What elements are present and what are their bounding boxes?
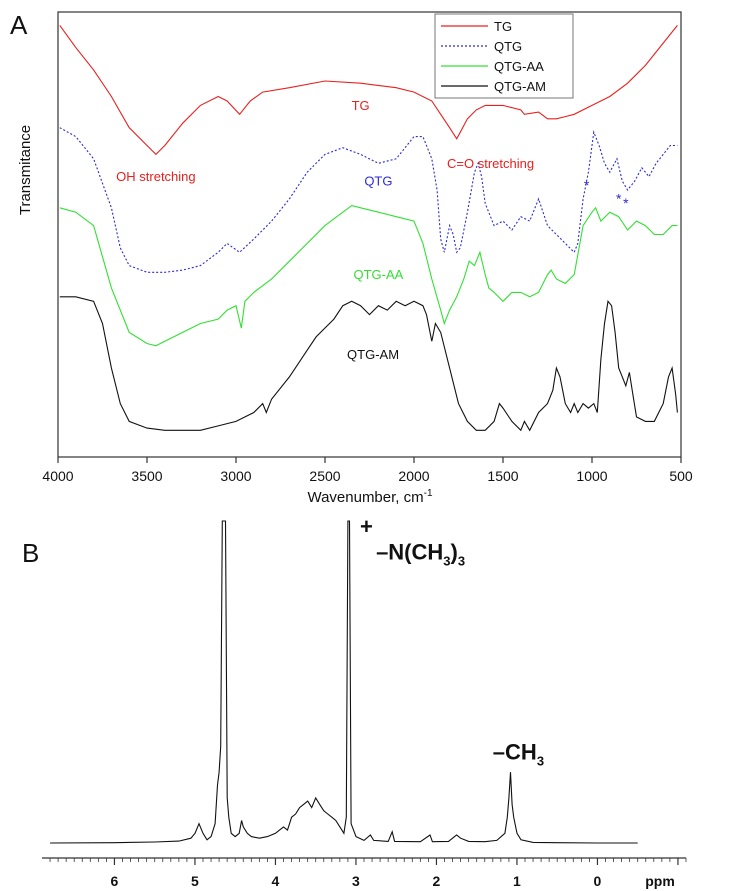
ftir-x-axis-label-superscript: -1	[424, 488, 433, 499]
ftir-annotation: C=O stretching	[447, 156, 534, 171]
ftir-star-marker: *	[623, 195, 629, 211]
ftir-x-tick-label: 3000	[220, 468, 251, 484]
ftir-series-group	[59, 25, 678, 432]
ftir-annotation: TG	[352, 98, 370, 113]
nmr-x-tick-label: 5	[191, 873, 199, 889]
ftir-x-tick-label: 2000	[398, 468, 429, 484]
nmr-annotations: +–N(CH3)3–CH3	[360, 514, 544, 768]
ftir-series-qtg	[59, 127, 678, 273]
ftir-series-qtg-aa	[59, 205, 678, 347]
ftir-legend-box	[434, 13, 574, 99]
legend-label-qtg-am: QTG-AM	[494, 79, 546, 94]
ftir-annotation: QTG-AM	[347, 347, 399, 362]
nmr-annotation-subscript: 3	[443, 554, 450, 569]
ftir-x-tick-label: 3500	[131, 468, 162, 484]
ftir-plot-frame	[57, 11, 682, 458]
legend-label-tg: TG	[494, 19, 512, 34]
nmr-spectrum	[50, 520, 638, 844]
ftir-x-tick-label: 4000	[42, 468, 73, 484]
nmr-x-tick-label: 0	[594, 873, 602, 889]
ftir-star-marker: *	[616, 190, 622, 206]
ftir-chart: 4000 3500 3000 2500 2000 1500 1000 500 TG OH str…	[17, 11, 693, 506]
ftir-y-axis-label: Transmitance	[17, 125, 34, 215]
ftir-star-markers: ** *	[584, 177, 629, 211]
legend-label-qtg: QTG	[494, 39, 522, 54]
ftir-x-axis: 4000 3500 3000 2500 2000 1500 1000 500	[42, 457, 693, 484]
nmr-x-tick-label: 4	[272, 873, 280, 889]
ftir-x-tick-label: 2500	[309, 468, 340, 484]
ftir-x-tick-label: 500	[669, 468, 693, 484]
nmr-x-tick-label: 3	[352, 873, 360, 889]
ftir-x-tick-label: 1000	[576, 468, 607, 484]
nmr-annotation-subscript: 3	[537, 753, 544, 768]
ftir-star-marker: *	[584, 177, 590, 193]
nmr-annotation-text: +	[360, 514, 373, 539]
nmr-annotation-subscript-2: 3	[458, 554, 465, 569]
ftir-annotation: QTG-AA	[353, 267, 403, 282]
nmr-x-axis: 6 5 4 3 2 1 0	[42, 857, 687, 889]
ftir-x-tick-label: 1500	[487, 468, 518, 484]
nmr-annotation-tail: )	[451, 540, 458, 565]
nmr-annotation-text: –CH	[493, 739, 537, 764]
ftir-x-axis-label: Wavenumber, cm-1	[307, 488, 432, 506]
nmr-annotation: –N(CH3)3	[376, 540, 465, 569]
ftir-series-tg	[59, 25, 678, 156]
nmr-annotation: +	[360, 514, 373, 539]
panel-label-a: A	[10, 10, 28, 40]
nmr-x-axis-label: ppm	[645, 873, 675, 889]
ftir-series-qtg-am	[59, 296, 678, 432]
nmr-x-tick-label: 1	[513, 873, 521, 889]
ftir-annotation: QTG	[364, 174, 392, 189]
nmr-x-tick-label: 2	[433, 873, 441, 889]
nmr-series-group	[50, 520, 638, 844]
ftir-annotation: OH stretching	[116, 169, 195, 184]
ftir-x-axis-label-text: Wavenumber, cm	[307, 489, 423, 506]
ftir-annotations: TG OH stretching C=O stretching QTG QTG-AA QT…	[116, 98, 534, 362]
nmr-annotation-text: –N(CH	[376, 540, 443, 565]
panel-label-b: B	[22, 538, 39, 568]
legend-label-qtg-aa: QTG-AA	[494, 59, 544, 74]
ftir-legend: TG QTG QTG-AA QTG-AM	[434, 13, 574, 99]
nmr-annotation: –CH3	[493, 739, 544, 768]
nmr-x-tick-label: 6	[111, 873, 119, 889]
